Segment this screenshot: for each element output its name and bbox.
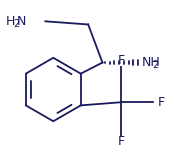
Text: NH: NH [142, 56, 161, 69]
Text: 2: 2 [13, 19, 19, 29]
Text: 2: 2 [152, 60, 159, 70]
Text: N: N [16, 15, 26, 28]
Text: F: F [158, 96, 165, 109]
Text: F: F [118, 54, 125, 68]
Text: H: H [6, 15, 15, 28]
Text: F: F [118, 135, 125, 148]
